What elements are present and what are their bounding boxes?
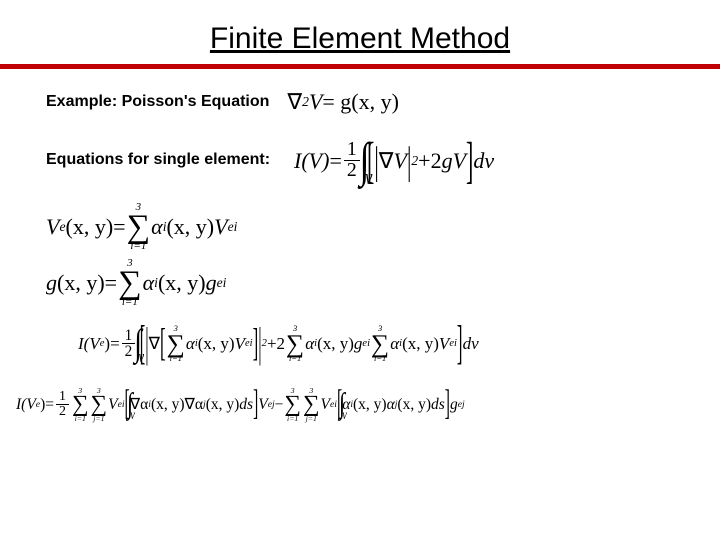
functional-expanded: I(Ve) = 12 ∫v [ |∇ [ 3∑i=1 αi(x, y)Vei ]… [78,322,479,365]
page-title: Finite Element Method [210,22,510,55]
functional-discrete: I(Ve) = 12 3∑i=1 3∑j=1 Vei [ ∫v ∇αi(x, y… [16,387,465,422]
ve-interpolation: Ve(x, y) = 3∑i=1 αi(x, y)Vei [46,202,237,252]
example-label: Example: Poisson's Equation [46,93,269,111]
functional-equation: I(V) = 12 ∫v [ |∇V|2 + 2gV ] dv [294,133,494,188]
poisson-equation: ∇2V = g(x, y) [287,89,399,115]
single-element-label: Equations for single element: [46,133,270,169]
g-interpolation: g(x, y) = 3∑i=1 αi(x, y)gei [46,258,226,308]
